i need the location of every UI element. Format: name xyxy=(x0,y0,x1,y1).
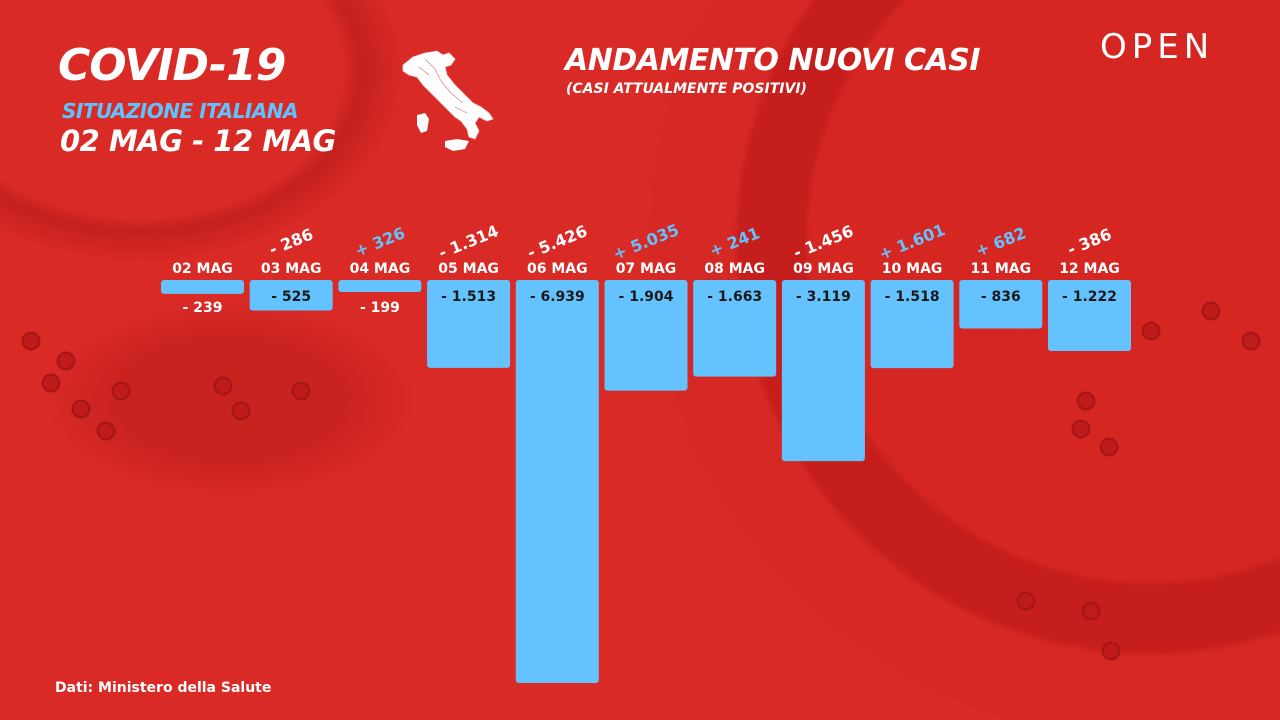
virus-dot xyxy=(1015,590,1037,612)
change-label: + 1.601 xyxy=(876,220,948,264)
category-label: 06 MAG xyxy=(527,261,588,277)
chart-subtitle: (CASI ATTUALMENTE POSITIVI) xyxy=(566,81,807,97)
virus-dot xyxy=(40,372,62,394)
virus-dot xyxy=(230,400,252,422)
change-label: - 1.314 xyxy=(436,221,501,262)
page-subtitle: SITUAZIONE ITALIANA xyxy=(62,99,299,123)
virus-dot xyxy=(1140,320,1162,342)
bar xyxy=(338,280,422,292)
data-label: - 1.904 xyxy=(619,289,674,305)
virus-dot xyxy=(1080,600,1102,622)
data-label: - 239 xyxy=(183,300,223,316)
change-label: + 5.035 xyxy=(610,220,682,264)
change-label: + 326 xyxy=(352,223,408,260)
chart-title: ANDAMENTO NUOVI CASI xyxy=(565,43,981,78)
virus-dot xyxy=(1200,300,1222,322)
category-label: 02 MAG xyxy=(172,261,233,277)
category-label: 05 MAG xyxy=(438,261,499,277)
data-label: - 525 xyxy=(271,289,311,305)
bar xyxy=(427,280,511,368)
virus-dot xyxy=(95,420,117,442)
virus-dot xyxy=(290,380,312,402)
page-title: COVID-19 xyxy=(58,40,286,91)
change-label: - 5.426 xyxy=(525,221,590,262)
background-shape xyxy=(40,300,420,500)
data-label: - 199 xyxy=(360,300,400,316)
virus-dot xyxy=(20,330,42,352)
bar xyxy=(870,280,954,369)
bar xyxy=(604,280,688,391)
bar xyxy=(1048,280,1131,351)
virus-dot xyxy=(1098,436,1120,458)
change-label: - 386 xyxy=(1065,225,1114,260)
bar xyxy=(249,280,333,311)
data-label: - 1.513 xyxy=(441,289,496,305)
bar xyxy=(781,280,865,462)
virus-dot xyxy=(1240,330,1262,352)
bar xyxy=(959,280,1043,329)
virus-dot xyxy=(1070,418,1092,440)
change-label: - 286 xyxy=(266,225,315,260)
virus-dot xyxy=(110,380,132,402)
date-range: 02 MAG - 12 MAG xyxy=(60,124,336,158)
category-label: 03 MAG xyxy=(261,261,322,277)
category-label: 09 MAG xyxy=(793,261,854,277)
data-label: - 836 xyxy=(981,289,1021,305)
open-logo: OPEN xyxy=(1100,27,1215,67)
data-source: Dati: Ministero della Salute xyxy=(55,680,272,696)
bar xyxy=(161,280,244,294)
data-label: - 1.663 xyxy=(707,289,762,305)
category-label: 04 MAG xyxy=(350,261,411,277)
category-label: 08 MAG xyxy=(704,261,765,277)
italy-map-icon xyxy=(402,50,494,151)
data-label: - 1.518 xyxy=(885,289,940,305)
data-label: - 6.939 xyxy=(530,289,585,305)
virus-dot xyxy=(1075,390,1097,412)
bar xyxy=(515,280,599,683)
bar xyxy=(693,280,777,377)
category-label: 12 MAG xyxy=(1059,261,1120,277)
virus-dot xyxy=(1100,640,1122,662)
category-label: 10 MAG xyxy=(882,261,943,277)
virus-dot xyxy=(212,375,234,397)
change-label: + 241 xyxy=(707,223,763,260)
data-label: - 3.119 xyxy=(796,289,851,305)
change-label: - 1.456 xyxy=(791,221,856,262)
category-label: 11 MAG xyxy=(970,261,1031,277)
category-label: 07 MAG xyxy=(616,261,677,277)
change-label: + 682 xyxy=(973,223,1029,260)
virus-dot xyxy=(55,350,77,372)
virus-dot xyxy=(70,398,92,420)
data-label: - 1.222 xyxy=(1062,289,1117,305)
